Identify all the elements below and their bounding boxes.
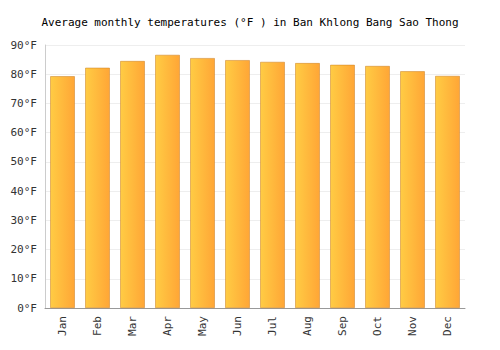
svg-text:80°F: 80°F [11, 68, 38, 81]
svg-text:50°F: 50°F [11, 155, 38, 168]
svg-text:Aug: Aug [301, 316, 314, 336]
svg-text:30°F: 30°F [11, 214, 38, 227]
svg-text:40°F: 40°F [11, 185, 38, 198]
svg-text:Sep: Sep [336, 316, 349, 336]
svg-text:Jan: Jan [56, 316, 69, 336]
svg-text:60°F: 60°F [11, 126, 38, 139]
svg-text:Jul: Jul [266, 316, 279, 336]
svg-text:Nov: Nov [406, 316, 419, 336]
svg-text:Jun: Jun [231, 316, 244, 336]
svg-text:Apr: Apr [161, 316, 174, 336]
svg-text:70°F: 70°F [11, 97, 38, 110]
svg-text:10°F: 10°F [11, 272, 38, 285]
svg-text:20°F: 20°F [11, 243, 38, 256]
svg-text:May: May [196, 316, 209, 336]
svg-text:0°F: 0°F [17, 302, 37, 315]
svg-text:Average monthly temperatures (: Average monthly temperatures (°F ) in Ba… [41, 16, 458, 29]
svg-text:Mar: Mar [126, 316, 139, 336]
svg-text:Feb: Feb [91, 316, 104, 336]
svg-text:Dec: Dec [441, 316, 454, 336]
svg-text:Oct: Oct [371, 316, 384, 336]
svg-text:90°F: 90°F [11, 39, 38, 52]
